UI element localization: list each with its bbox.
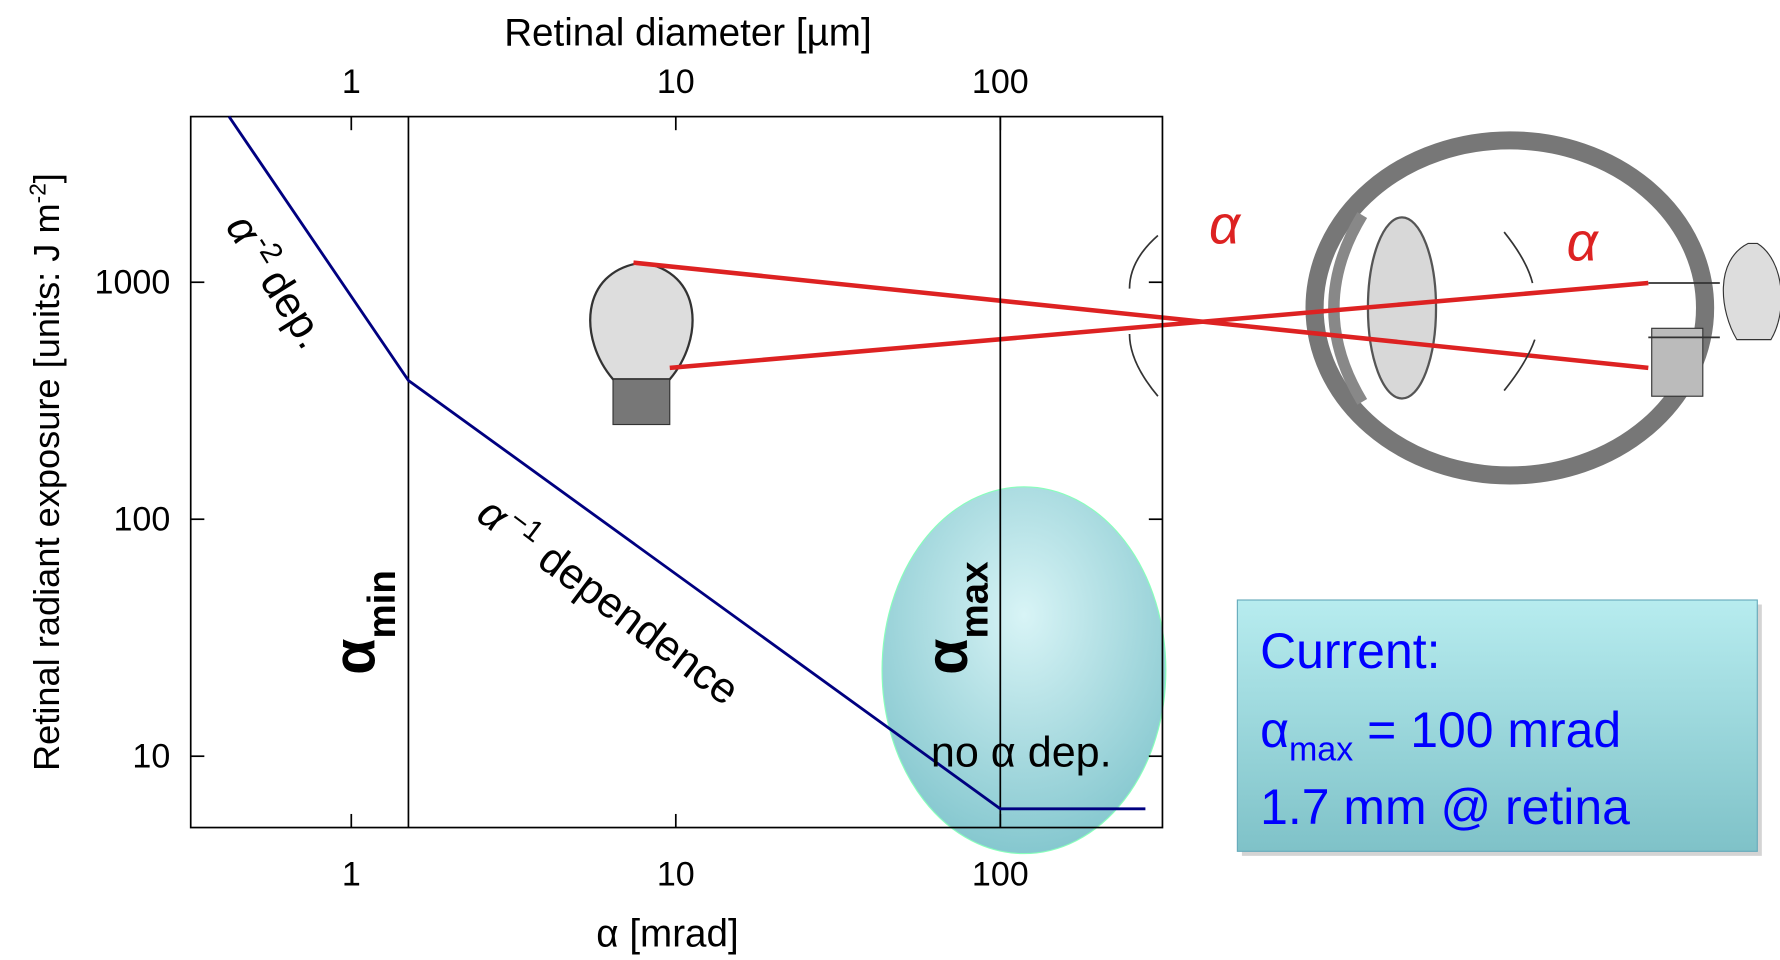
illustration-label: α bbox=[1567, 211, 1600, 272]
annotation-subscript: min bbox=[361, 570, 404, 638]
y-tick-label: 10 bbox=[132, 738, 170, 776]
y-axis-label: Retinal radiant exposure [units: J m-2] bbox=[24, 173, 67, 771]
x2-axis-label: Retinal diameter [µm] bbox=[504, 11, 871, 54]
annotation: α−1dependence bbox=[468, 485, 750, 715]
x2-tick-label: 1 bbox=[342, 63, 361, 101]
annotation-subscript: max bbox=[954, 561, 997, 639]
box-symbol: α bbox=[1260, 702, 1289, 758]
annotation: no α dep. bbox=[931, 728, 1112, 776]
annotation-text: dep. bbox=[250, 261, 335, 357]
y-label-text: Retinal radiant exposure [units: J m bbox=[26, 203, 67, 771]
box-heading: Current: bbox=[1260, 623, 1440, 679]
annotation-symbol: α bbox=[323, 639, 388, 675]
chart: α α 1 10 100 1 10 100 10 100 1000 Retinal diamet… bbox=[0, 0, 1780, 960]
y-label-exponent: -2 bbox=[24, 183, 50, 203]
annotation-symbol: α bbox=[915, 639, 980, 675]
y-label-close: ] bbox=[26, 173, 67, 183]
box-text: = 100 mrad bbox=[1353, 702, 1621, 758]
illustration: α α bbox=[590, 140, 1780, 475]
x2-tick-label: 10 bbox=[657, 63, 695, 101]
x2-tick-label: 100 bbox=[972, 63, 1029, 101]
x-tick-label: 1 bbox=[342, 855, 361, 893]
annotation: αmin bbox=[323, 570, 405, 675]
x-axis-label: α [mrad] bbox=[596, 912, 738, 955]
y-tick-label: 1000 bbox=[95, 264, 171, 302]
box-subscript: max bbox=[1289, 731, 1353, 769]
x-tick-label: 100 bbox=[972, 855, 1029, 893]
annotation-text: dependence bbox=[530, 534, 749, 715]
y-tick-label: 100 bbox=[113, 501, 170, 539]
x-tick-label: 10 bbox=[657, 855, 695, 893]
illustration-label: α bbox=[1209, 194, 1242, 255]
annotation: α-2dep. bbox=[216, 204, 339, 357]
box-line: 1.7 mm @ retina bbox=[1260, 779, 1630, 835]
current-box: Current: αmax = 100 mrad 1.7 mm @ retina bbox=[1237, 600, 1761, 856]
